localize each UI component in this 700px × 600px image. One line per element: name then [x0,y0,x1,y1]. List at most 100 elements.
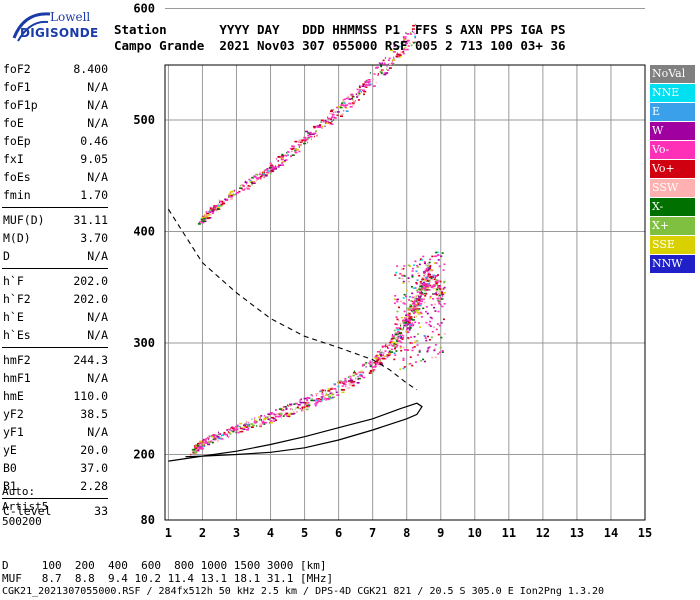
echo-point [225,433,228,436]
echo-point [206,217,210,220]
echo-point [400,300,402,303]
echo-point [393,45,396,47]
echo-point [378,359,379,361]
echo-point [413,305,415,307]
legend-item-sse: SSE [650,236,695,254]
echo-point [329,388,333,390]
echo-point [237,430,239,432]
echo-point [389,340,393,343]
echo-point [409,342,412,344]
echo-point [354,100,356,102]
param-row: M(D) 3.70 [2,229,108,247]
param-value: N/A [87,116,108,130]
x-tick-label: 4 [267,526,274,540]
echo-point [403,303,406,305]
echo-point [403,36,407,38]
echo-point [320,398,323,401]
echo-point [242,189,246,191]
echo-point [321,125,324,128]
echo-point [419,292,421,295]
echo-point [407,307,410,310]
echo-point [273,166,276,169]
echo-point [211,441,214,444]
echo-point [229,433,232,435]
echo-point [352,96,354,98]
echo-point [289,147,292,150]
echo-point [396,53,400,56]
echo-point [400,349,403,352]
echo-point [203,439,205,442]
echo-point [290,155,292,157]
echo-point [239,425,241,428]
echo-point [344,106,347,109]
echo-point [362,83,366,85]
echo-point [376,359,380,362]
echo-point [335,391,338,394]
echo-point [400,324,401,327]
echo-point [332,393,335,396]
echo-point [433,288,435,290]
echo-point [229,192,231,194]
echo-point [391,334,393,336]
echo-point [371,370,374,373]
echo-point [433,284,436,287]
echo-point [298,139,302,142]
echo-point [333,117,337,119]
echo-point [203,215,205,217]
echo-point [194,450,196,452]
echo-point [229,432,231,434]
echo-point [237,191,239,194]
echo-point [420,360,423,362]
echo-point [374,356,378,359]
echo-point [239,184,241,187]
echo-point [425,278,428,280]
echo-point [406,323,408,325]
echo-point [281,154,285,157]
echo-point [436,297,440,300]
echo-point [228,428,231,431]
echo-point [408,317,412,320]
echo-point [323,396,326,399]
echo-point [207,215,208,217]
muf-table: D 100 200 400 600 800 1000 1500 3000 [km… [2,559,333,585]
echo-point [230,429,232,432]
echo-point [420,258,422,260]
param-row: h`F2 202.0 [2,290,108,308]
echo-point [305,408,309,411]
echo-point [333,119,335,121]
echo-point [383,63,386,65]
echo-point [352,100,356,103]
echo-point [246,429,249,431]
echo-point [429,316,432,319]
echo-point [395,271,398,274]
echo-point [253,421,255,424]
echo-point [396,342,398,344]
echo-point [317,125,321,127]
x-tick-label: 1 [165,526,172,540]
echo-point [266,168,269,170]
echo-point [402,302,405,304]
echo-point [277,156,281,158]
echo-point [287,154,289,156]
echo-point [314,403,318,405]
echo-point [343,383,347,386]
echo-point [431,356,434,359]
echo-point [377,358,381,360]
echo-point [219,205,223,207]
echo-point [390,351,394,353]
echo-point [245,420,248,423]
echo-point [214,434,218,437]
echo-point [216,440,219,442]
echo-point [395,331,397,334]
echo-point [421,278,423,281]
echo-point [394,274,397,276]
echo-point [356,96,358,98]
echo-point [419,295,422,297]
echo-point [386,356,389,358]
echo-point [208,435,211,437]
echo-point [402,282,405,284]
echo-point [399,53,402,55]
echo-point [284,413,288,416]
echo-point [438,293,440,295]
echo-point [216,206,220,209]
